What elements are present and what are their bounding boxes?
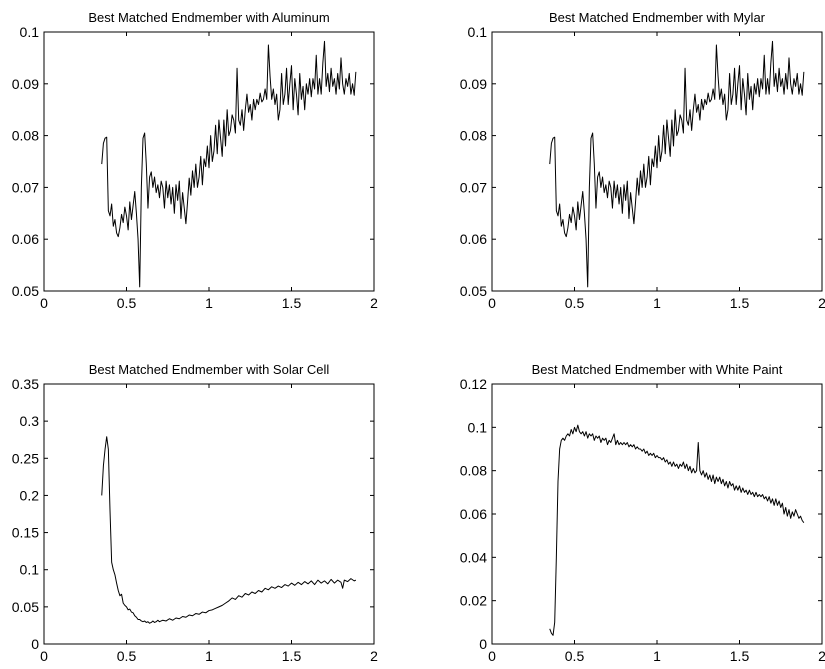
y-tick-label: 0.05 (460, 283, 487, 299)
y-tick-label: 0.06 (460, 231, 487, 247)
chart-panel-4: Best Matched Endmember with White Paint 0… (460, 362, 825, 664)
x-tick-label: 0.5 (117, 295, 137, 311)
y-tick-label: 0.07 (460, 179, 487, 195)
series-line-1 (101, 436, 357, 624)
y-tick-label: 0.1 (468, 24, 488, 40)
y-tick-label: 0.1 (20, 562, 40, 578)
x-tick-label: 1.5 (730, 295, 750, 311)
x-tick-label: 0.5 (117, 648, 137, 664)
x-tick-label: 1.5 (730, 648, 750, 664)
y-tick-label: 0.04 (460, 549, 487, 565)
y-tick-label: 0.05 (12, 283, 39, 299)
x-tick-label: 1 (653, 648, 661, 664)
y-tick-label: 0.06 (12, 231, 39, 247)
chart-title: Best Matched Endmember with White Paint (532, 362, 783, 377)
y-tick-label: 0.09 (460, 76, 487, 92)
y-tick-label: 0.05 (12, 599, 39, 615)
chart-title: Best Matched Endmember with Solar Cell (89, 362, 330, 377)
y-tick-label: 0.2 (20, 487, 40, 503)
y-tick-label: 0.35 (12, 376, 39, 392)
x-tick-label: 2 (818, 295, 825, 311)
x-tick-label: 0 (488, 295, 496, 311)
x-tick-label: 0 (488, 648, 496, 664)
y-tick-label: 0 (31, 636, 39, 652)
y-tick-label: 0.09 (12, 76, 39, 92)
x-tick-label: 2 (370, 295, 378, 311)
y-tick-label: 0.08 (12, 128, 39, 144)
chart-title: Best Matched Endmember with Mylar (549, 10, 766, 25)
chart-title: Best Matched Endmember with Aluminum (88, 10, 329, 25)
y-tick-label: 0.15 (12, 525, 39, 541)
y-tick-label: 0.1 (468, 419, 488, 435)
x-tick-label: 1.5 (282, 648, 302, 664)
y-tick-label: 0.3 (20, 413, 40, 429)
y-tick-label: 0.08 (460, 128, 487, 144)
x-tick-label: 0.5 (565, 295, 585, 311)
x-tick-label: 2 (818, 648, 825, 664)
x-tick-label: 1 (205, 295, 213, 311)
series-line-1 (549, 40, 805, 288)
chart-panel-1: Best Matched Endmember with Aluminum 0 0.5… (12, 10, 378, 311)
y-tick-label: 0.12 (460, 376, 487, 392)
y-tick-label: 0.07 (12, 179, 39, 195)
x-tick-label: 2 (370, 648, 378, 664)
y-tick-label: 0.02 (460, 593, 487, 609)
chart-panel-2: Best Matched Endmember with Mylar 0 0.5 1 1.… (460, 10, 825, 311)
axes-box (43, 383, 375, 645)
x-tick-label: 1.5 (282, 295, 302, 311)
y-tick-label: 0.08 (460, 463, 487, 479)
axes-box (491, 383, 823, 645)
x-tick-label: 1 (653, 295, 661, 311)
y-tick-label: 0.1 (20, 24, 40, 40)
x-tick-label: 0 (40, 648, 48, 664)
y-tick-label: 0.25 (12, 450, 39, 466)
x-tick-label: 1 (205, 648, 213, 664)
series-line-1 (549, 424, 805, 636)
series-line-1 (101, 40, 357, 288)
y-tick-label: 0 (479, 636, 487, 652)
x-tick-label: 0 (40, 295, 48, 311)
x-tick-label: 0.5 (565, 648, 585, 664)
y-tick-label: 0.06 (460, 506, 487, 522)
